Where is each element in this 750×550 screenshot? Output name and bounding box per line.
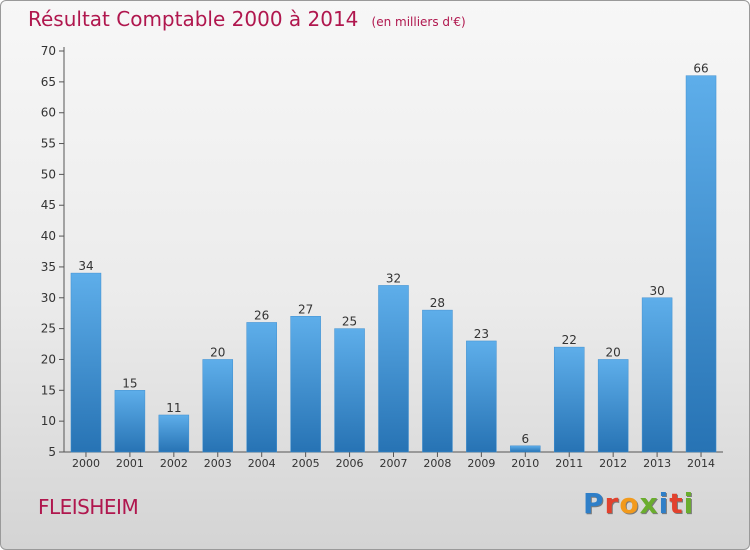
data-label: 27 (298, 302, 313, 316)
bar (685, 75, 717, 453)
data-label: 26 (254, 308, 269, 322)
data-label: 32 (386, 271, 401, 285)
y-tick-label: 20 (41, 352, 56, 366)
logo-letter: r (604, 487, 620, 520)
chart-subtitle: (en milliers d'€) (371, 15, 466, 29)
logo-letter: x (639, 487, 659, 520)
logo-letter: i (683, 487, 695, 520)
logo-letter: t (669, 487, 684, 520)
x-tick-label: 2007 (380, 457, 408, 470)
y-tick-label: 45 (41, 198, 56, 212)
bar (246, 322, 277, 453)
y-tick-label: 50 (41, 167, 56, 181)
y-tick-label: 70 (41, 44, 56, 58)
bar (378, 285, 409, 453)
bar (158, 414, 190, 453)
x-tick-label: 2011 (555, 457, 583, 470)
logo-letter: o (619, 487, 640, 520)
y-tick-label: 5 (48, 445, 56, 459)
x-tick-label: 2005 (292, 457, 320, 470)
data-label: 20 (210, 345, 225, 359)
y-tick-label: 55 (41, 137, 56, 151)
data-label: 30 (649, 284, 664, 298)
x-tick-label: 2008 (423, 457, 451, 470)
data-label: 23 (474, 327, 489, 341)
bar (114, 390, 146, 453)
bar (290, 316, 321, 453)
bar (70, 272, 102, 453)
x-tick-label: 2006 (336, 457, 364, 470)
x-tick-label: 2014 (687, 457, 715, 470)
x-tick-label: 2004 (248, 457, 276, 470)
axes: 5 10 15 20 25 30 35 40 45 50 55 60 65 70 2000 2001 2002 2… (41, 44, 723, 470)
bar (641, 297, 673, 453)
y-tick-label: 15 (41, 383, 56, 397)
chart-title-block: Résultat Comptable 2000 à 2014 (en milli… (28, 7, 466, 31)
logo-letter: P (583, 487, 605, 520)
bar (422, 309, 453, 453)
x-tick-label: 2012 (599, 457, 627, 470)
y-tick-label: 65 (41, 75, 56, 89)
data-label: 28 (430, 296, 445, 310)
x-tick-label: 2010 (511, 457, 539, 470)
x-tick-label: 2002 (160, 457, 188, 470)
y-tick-label: 30 (41, 291, 56, 305)
data-label: 20 (606, 345, 621, 359)
x-tick-label: 2013 (643, 457, 671, 470)
data-label: 11 (166, 401, 181, 415)
y-tick-label: 40 (41, 229, 56, 243)
y-tick-label: 10 (41, 414, 56, 428)
y-tick-label: 25 (41, 322, 56, 336)
chart-title: Résultat Comptable 2000 à 2014 (28, 7, 359, 31)
bar (334, 328, 365, 453)
y-tick-label: 60 (41, 106, 56, 120)
bar (510, 445, 541, 453)
data-label: 15 (122, 376, 137, 390)
bar (553, 346, 585, 453)
bar (202, 359, 234, 453)
logo-letter: i (658, 487, 670, 520)
x-tick-label: 2003 (204, 457, 232, 470)
data-label: 22 (562, 333, 577, 347)
x-tick-label: 2000 (72, 457, 100, 470)
y-tick-label: 35 (41, 260, 56, 274)
data-label: 6 (521, 432, 529, 446)
x-tick-label: 2001 (116, 457, 144, 470)
bar (466, 340, 497, 453)
data-label: 66 (693, 62, 708, 76)
x-tick-label: 2009 (467, 457, 495, 470)
proxiti-logo: Proxiti (583, 487, 694, 520)
bars: 34 15 11 20 26 27 25 32 28 23 6 22 20 30 66 (70, 62, 717, 453)
city-name: FLEISHEIM (38, 495, 139, 519)
data-label: 25 (342, 315, 357, 329)
data-label: 34 (78, 259, 93, 273)
bar (597, 359, 629, 453)
